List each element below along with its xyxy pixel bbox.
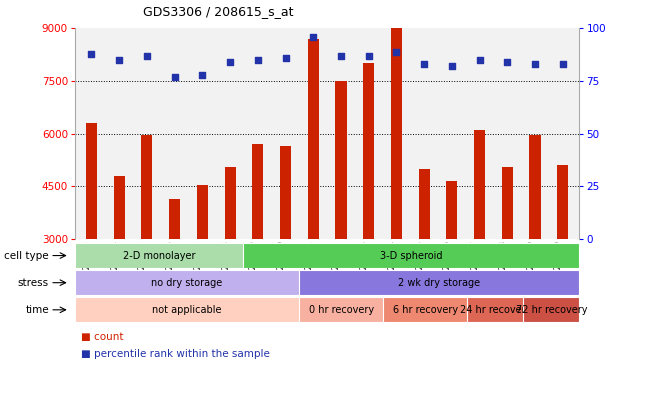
Text: 2 wk dry storage: 2 wk dry storage	[398, 278, 480, 288]
Text: 72 hr recovery: 72 hr recovery	[516, 305, 587, 315]
Point	[475, 57, 485, 63]
Text: no dry storage: no dry storage	[151, 278, 223, 288]
Point	[447, 63, 457, 70]
Bar	[197, 185, 208, 239]
Text: 6 hr recovery: 6 hr recovery	[393, 305, 458, 315]
Text: ■ percentile rank within the sample: ■ percentile rank within the sample	[81, 350, 270, 360]
Bar	[169, 198, 180, 239]
Bar	[363, 64, 374, 239]
Point	[169, 74, 180, 80]
Text: 24 hr recovery: 24 hr recovery	[460, 305, 531, 315]
Bar	[225, 167, 236, 239]
Point	[557, 61, 568, 67]
Text: not applicable: not applicable	[152, 305, 222, 315]
Text: time: time	[25, 305, 49, 315]
Bar	[141, 135, 152, 239]
Bar	[557, 165, 568, 239]
Bar	[280, 146, 291, 239]
Bar	[86, 123, 97, 239]
Point	[142, 53, 152, 59]
Text: cell type: cell type	[4, 251, 49, 260]
Text: ■ count: ■ count	[81, 333, 124, 343]
Text: 2-D monolayer: 2-D monolayer	[122, 251, 195, 260]
Bar	[391, 28, 402, 239]
Bar	[253, 144, 264, 239]
Point	[281, 55, 291, 61]
Point	[391, 48, 402, 55]
Bar	[114, 176, 125, 239]
Bar	[502, 167, 513, 239]
Point	[225, 59, 235, 65]
Point	[530, 61, 540, 67]
Point	[336, 53, 346, 59]
Point	[308, 34, 318, 40]
Bar	[529, 135, 540, 239]
Point	[419, 61, 430, 67]
Point	[114, 57, 124, 63]
Point	[197, 71, 208, 78]
Point	[502, 59, 512, 65]
Bar	[308, 39, 319, 239]
Bar	[447, 181, 458, 239]
Text: 3-D spheroid: 3-D spheroid	[380, 251, 443, 260]
Text: GDS3306 / 208615_s_at: GDS3306 / 208615_s_at	[143, 5, 294, 18]
Point	[87, 50, 97, 57]
Point	[363, 53, 374, 59]
Text: 0 hr recovery: 0 hr recovery	[309, 305, 374, 315]
Point	[253, 57, 263, 63]
Bar	[419, 169, 430, 239]
Text: stress: stress	[18, 278, 49, 288]
Bar	[474, 130, 485, 239]
Bar	[335, 81, 346, 239]
